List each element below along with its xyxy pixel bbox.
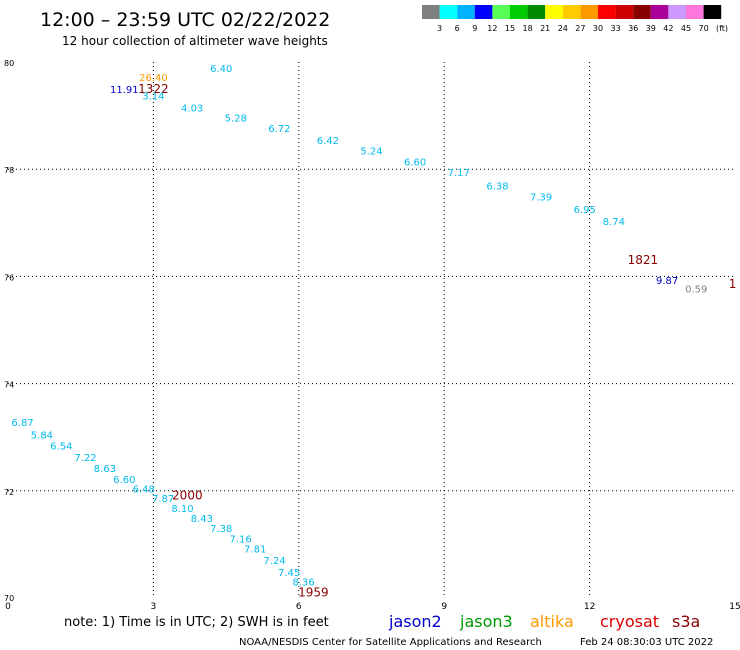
data-point-label: 8.63 — [94, 464, 116, 475]
data-point-label: 6.87 — [11, 418, 33, 429]
plot-area: 0 3 6 9 12 1570727476788011.919.8726.40132218… — [4, 59, 740, 612]
data-point-label: 7.22 — [74, 453, 96, 464]
data-point-label: 6.72 — [268, 124, 290, 135]
data-point-label: 7.81 — [244, 544, 266, 555]
x-tick-label: 12 — [584, 602, 595, 612]
y-tick-label: 78 — [4, 166, 14, 175]
scale-swatch — [457, 5, 475, 19]
satellite-cryosat-label: cryosat — [600, 612, 659, 631]
data-point-label: 1 — [729, 277, 737, 291]
satellite-s3a-label: s3a — [672, 612, 700, 631]
color-scale-legend: 3 6 9 12 15 18 21 24 27 30 33 36 39 42 45 70 — [422, 5, 722, 33]
y-tick-label: 74 — [4, 381, 14, 390]
scale-label: 9 — [472, 24, 477, 33]
data-point-label: 0.59 — [685, 284, 707, 295]
scale-swatch — [598, 5, 616, 19]
satellite-jason3-label: jason3 — [459, 612, 513, 631]
scale-label: 36 — [628, 24, 638, 33]
y-tick-label: 70 — [4, 594, 14, 603]
scale-swatch — [474, 5, 493, 19]
satellite-jason2-label: jason2 — [388, 612, 442, 631]
data-point-label: 1959 — [298, 585, 329, 599]
y-tick-label: 80 — [4, 59, 14, 68]
scale-swatch — [668, 5, 686, 19]
data-point-label: 6.40 — [210, 64, 232, 75]
scale-swatch — [562, 5, 581, 19]
scale-label: 21 — [540, 24, 550, 33]
data-point-label: 7.87 — [152, 494, 174, 505]
satellite-altika-label: altika — [530, 612, 574, 631]
footer-note: note: 1) Time is in UTC; 2) SWH is in fe… — [64, 615, 329, 630]
scale-label: 12 — [487, 24, 497, 33]
data-point-label: 9.87 — [656, 276, 678, 287]
scale-swatch — [439, 5, 458, 19]
data-point-label: 5.84 — [31, 430, 53, 441]
scale-swatch — [492, 5, 510, 19]
data-point-label: 1322 — [138, 82, 169, 96]
scale-swatch — [527, 5, 546, 19]
scale-label: 15 — [505, 24, 515, 33]
data-point-label: 6.95 — [574, 205, 596, 216]
scale-label: 6 — [455, 24, 460, 33]
scale-swatch — [703, 5, 722, 19]
footer-credit: NOAA/NESDIS Center for Satellite Applica… — [239, 637, 542, 648]
data-point-label: 7.45 — [278, 568, 300, 579]
chart-title: 12:00 – 23:59 UTC 02/22/2022 — [40, 9, 330, 31]
scale-swatch — [580, 5, 598, 19]
data-point-label: 5.24 — [360, 147, 382, 158]
scale-swatch — [510, 5, 528, 19]
scale-swatch — [633, 5, 651, 19]
footer-timestamp: Feb 24 08:30:03 UTC 2022 — [580, 637, 713, 648]
data-point-label: 8.43 — [191, 514, 213, 525]
data-point-label: 6.42 — [317, 136, 339, 147]
scale-swatch — [650, 5, 669, 19]
data-point-label: 6.48 — [133, 484, 155, 495]
scale-swatch — [615, 5, 634, 19]
scale-swatch — [545, 5, 563, 19]
scale-label: 45 — [681, 24, 691, 33]
chart-subtitle: 12 hour collection of altimeter wave hei… — [62, 34, 328, 48]
scale-label: 39 — [646, 24, 656, 33]
x-tick-label: 3 — [151, 602, 157, 612]
data-point-label: 26.40 — [139, 73, 168, 84]
data-point-label: 6.54 — [50, 442, 72, 453]
data-point-label: 7.38 — [210, 524, 232, 535]
data-point-label: 6.60 — [113, 475, 135, 486]
data-point-label: 4.03 — [181, 103, 203, 114]
x-tick-label: 6 — [296, 602, 302, 612]
scale-label: 33 — [611, 24, 621, 33]
scale-swatch — [422, 5, 440, 19]
x-tick-label: 0 — [5, 602, 11, 612]
x-tick-label: 9 — [441, 602, 447, 612]
data-point-label: 8.74 — [603, 217, 625, 228]
y-tick-label: 76 — [4, 273, 14, 282]
scale-label: 18 — [523, 24, 533, 33]
satellite-legend: jason2 jason3 altika cryosat s3a — [388, 612, 700, 631]
x-tick-label: 15 — [729, 602, 740, 612]
scale-label: 30 — [593, 24, 603, 33]
data-point-label: 7.39 — [530, 192, 552, 203]
scale-swatch — [686, 5, 704, 19]
scale-label: 3 — [437, 24, 442, 33]
data-point-label: 5.28 — [225, 113, 247, 124]
data-point-label: 7.16 — [230, 534, 252, 545]
scale-unit: (ft) — [716, 24, 728, 33]
data-point-label: 8.10 — [171, 504, 193, 515]
data-point-label: 3.14 — [142, 92, 164, 103]
data-point-label: 2000 — [172, 488, 203, 502]
data-point-label: 8.36 — [293, 578, 315, 589]
data-point-label: 6.60 — [404, 157, 426, 168]
scale-label: 70 — [699, 24, 709, 33]
scale-label: 42 — [663, 24, 673, 33]
scale-label: 24 — [558, 24, 568, 33]
data-point-label: 1821 — [628, 253, 659, 267]
data-point-label: 7.24 — [263, 556, 285, 567]
data-point-label: 6.38 — [486, 182, 508, 193]
y-tick-label: 72 — [4, 488, 14, 497]
data-point-label: 7.17 — [448, 168, 470, 179]
data-point-label: 11.91 — [110, 85, 139, 96]
scale-label: 27 — [575, 24, 585, 33]
